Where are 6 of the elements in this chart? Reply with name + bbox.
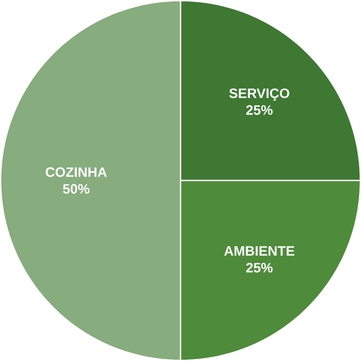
- slice-label: SERVIÇO: [229, 88, 290, 101]
- data-label: 50%: [62, 184, 90, 194]
- slice-label: AMBIENTE: [224, 246, 294, 256]
- slice-label: COZINHA: [46, 167, 107, 177]
- data-label: 25%: [246, 105, 273, 115]
- data-label: 25%: [246, 262, 273, 272]
